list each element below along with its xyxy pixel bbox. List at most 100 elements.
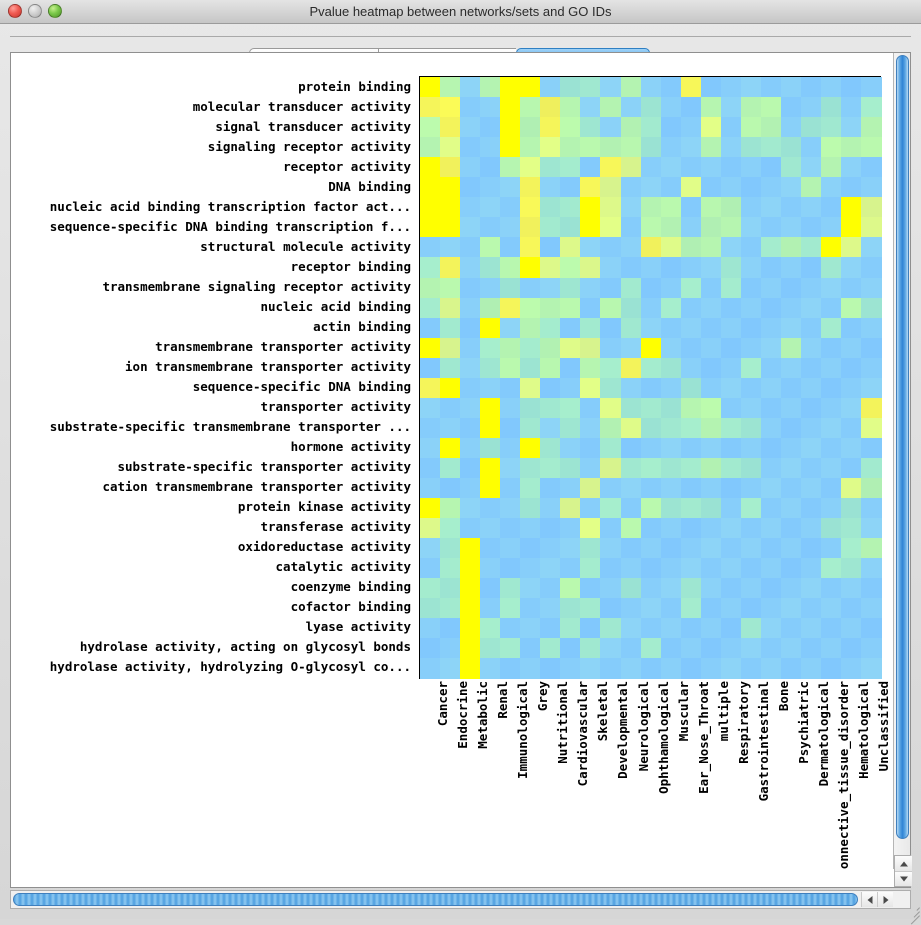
heatmap-cell[interactable] (480, 417, 501, 439)
heatmap-cell[interactable] (540, 357, 561, 379)
heatmap-cell[interactable] (460, 97, 481, 118)
heatmap-cell[interactable] (600, 638, 621, 659)
heatmap-cell[interactable] (800, 377, 822, 399)
heatmap-cell[interactable] (780, 257, 802, 278)
heatmap-cell[interactable] (420, 498, 441, 519)
heatmap-cell[interactable] (760, 618, 782, 639)
heatmap-cell[interactable] (520, 578, 541, 599)
heatmap-cell[interactable] (420, 377, 441, 399)
heatmap-cell[interactable] (760, 217, 782, 238)
heatmap-cell[interactable] (600, 137, 621, 158)
heatmap-cell[interactable] (620, 638, 642, 659)
heatmap-cell[interactable] (460, 157, 481, 178)
heatmap-cell[interactable] (861, 558, 882, 579)
heatmap-cell[interactable] (800, 117, 822, 138)
heatmap-cell[interactable] (841, 137, 862, 158)
heatmap-cell[interactable] (720, 598, 742, 619)
heatmap-cell[interactable] (640, 457, 662, 479)
heatmap-cell[interactable] (500, 277, 521, 299)
heatmap-cell[interactable] (841, 538, 862, 559)
heatmap-cell[interactable] (520, 397, 541, 419)
heatmap-cell[interactable] (420, 417, 441, 439)
heatmap-cell[interactable] (480, 658, 501, 679)
heatmap-cell[interactable] (800, 578, 822, 599)
heatmap-cell[interactable] (821, 457, 842, 479)
heatmap-cell[interactable] (800, 498, 822, 519)
heatmap-cell[interactable] (580, 558, 601, 579)
heatmap-cell[interactable] (580, 177, 601, 198)
heatmap-plot[interactable]: protein binding molecular transducer acti… (11, 53, 892, 869)
heatmap-cell[interactable] (500, 397, 521, 419)
heatmap-cell[interactable] (821, 277, 842, 299)
heatmap-cell[interactable] (560, 598, 581, 619)
heatmap-cell[interactable] (500, 437, 521, 459)
heatmap-cell[interactable] (420, 317, 441, 339)
heatmap-cell[interactable] (420, 297, 441, 319)
heatmap-cell[interactable] (821, 638, 842, 659)
heatmap-cell[interactable] (620, 197, 642, 218)
heatmap-cell[interactable] (480, 297, 501, 319)
heatmap-cell[interactable] (841, 437, 862, 459)
heatmap-cell[interactable] (480, 618, 501, 639)
heatmap-cell[interactable] (580, 397, 601, 419)
heatmap-cell[interactable] (780, 618, 802, 639)
heatmap-cell[interactable] (861, 197, 882, 218)
heatmap-cell[interactable] (821, 377, 842, 399)
heatmap-cell[interactable] (500, 137, 521, 158)
heatmap-cell[interactable] (480, 397, 501, 419)
heatmap-cell[interactable] (480, 117, 501, 138)
heatmap-cell[interactable] (420, 157, 441, 178)
heatmap-cell[interactable] (480, 558, 501, 579)
heatmap-cell[interactable] (480, 578, 501, 599)
heatmap-cell[interactable] (861, 518, 882, 539)
heatmap-cell[interactable] (600, 377, 621, 399)
heatmap-cell[interactable] (740, 498, 762, 519)
scroll-left-button[interactable] (861, 892, 877, 907)
heatmap-cell[interactable] (540, 478, 561, 499)
heatmap-cell[interactable] (440, 77, 461, 98)
heatmap-cell[interactable] (520, 498, 541, 519)
heatmap-cell[interactable] (680, 598, 702, 619)
heatmap-cell[interactable] (520, 518, 541, 539)
heatmap-cell[interactable] (821, 618, 842, 639)
heatmap-cell[interactable] (620, 157, 642, 178)
heatmap-cell[interactable] (640, 257, 662, 278)
heatmap-cell[interactable] (680, 417, 702, 439)
heatmap-cell[interactable] (600, 357, 621, 379)
heatmap-cell[interactable] (841, 638, 862, 659)
heatmap-cell[interactable] (460, 558, 481, 579)
heatmap-cell[interactable] (740, 518, 762, 539)
heatmap-cell[interactable] (580, 598, 601, 619)
heatmap-cell[interactable] (680, 397, 702, 419)
heatmap-cell[interactable] (660, 518, 682, 539)
heatmap-cell[interactable] (460, 137, 481, 158)
heatmap-cell[interactable] (740, 618, 762, 639)
heatmap-cell[interactable] (760, 357, 782, 379)
heatmap-cell[interactable] (600, 478, 621, 499)
heatmap-cell[interactable] (861, 257, 882, 278)
heatmap-cell[interactable] (700, 478, 722, 499)
heatmap-cell[interactable] (800, 317, 822, 339)
heatmap-cell[interactable] (540, 518, 561, 539)
heatmap-cell[interactable] (540, 317, 561, 339)
heatmap-cell[interactable] (420, 337, 441, 359)
heatmap-cell[interactable] (540, 117, 561, 138)
heatmap-cell[interactable] (580, 297, 601, 319)
heatmap-cell[interactable] (620, 337, 642, 359)
heatmap-cell[interactable] (660, 377, 682, 399)
heatmap-cell[interactable] (500, 638, 521, 659)
heatmap-cell[interactable] (660, 277, 682, 299)
heatmap-cell[interactable] (560, 317, 581, 339)
heatmap-cell[interactable] (700, 598, 722, 619)
heatmap-cell[interactable] (780, 297, 802, 319)
heatmap-cell[interactable] (720, 117, 742, 138)
heatmap-cell[interactable] (780, 397, 802, 419)
heatmap-cell[interactable] (780, 598, 802, 619)
heatmap-cell[interactable] (841, 658, 862, 679)
heatmap-cell[interactable] (580, 237, 601, 258)
heatmap-cell[interactable] (480, 277, 501, 299)
heatmap-cell[interactable] (460, 618, 481, 639)
heatmap-cell[interactable] (821, 177, 842, 198)
heatmap-cell[interactable] (560, 538, 581, 559)
heatmap-cell[interactable] (780, 97, 802, 118)
